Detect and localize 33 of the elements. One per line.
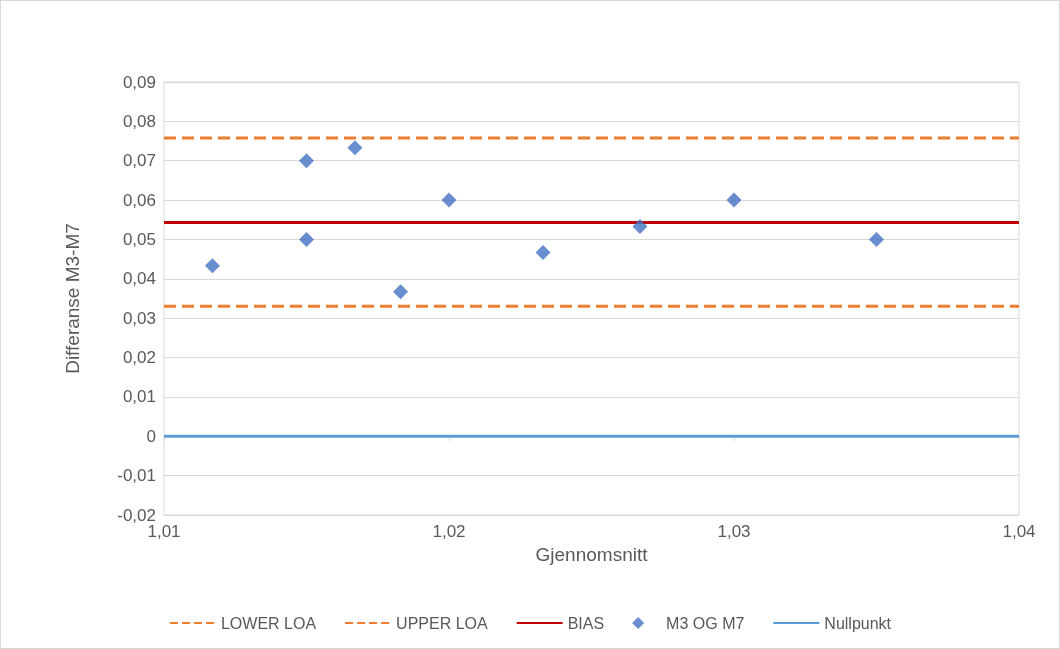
point [299,153,314,169]
y-tick-label: 0,01 [122,387,156,407]
y-tick-label: 0,02 [122,348,156,368]
x-tick-label: 1,02 [432,522,466,541]
x-tick-label: 1,01 [147,522,181,541]
y-tick-label: -0,02 [117,505,156,525]
y-tick-label: 0,09 [122,72,156,92]
legend-label: LOWER LOA [220,614,317,632]
y-tick-label: -0,01 [117,466,156,486]
x-axis-title: Gjennomsnitt [535,543,649,565]
point [393,284,409,300]
legend-label: Nullpunkt [824,614,892,632]
point [299,231,314,247]
y-tick-label: 0,06 [122,190,156,210]
legend-label: UPPER LOA [396,614,488,632]
point [535,244,551,260]
x-tick-label: 1,03 [717,522,751,541]
y-axis-title: Differanse M3-M7 [62,223,83,374]
y-tick-label: 0,03 [122,308,156,328]
y-tick-label: 0,08 [122,111,156,131]
point [204,258,220,274]
y-tick-label: 0,07 [122,151,156,171]
point [441,192,457,208]
y-tick-label: 0,04 [122,269,156,289]
point [726,192,742,208]
legend-label: BIAS [567,614,605,632]
point [632,218,648,234]
y-tick-label: 0 [146,426,156,446]
point [347,140,363,156]
y-tick-label: 0,05 [122,229,156,249]
legend-label: M3 OG M7 [666,614,745,632]
x-tick-label: 1,04 [1002,522,1036,541]
point [869,231,884,247]
